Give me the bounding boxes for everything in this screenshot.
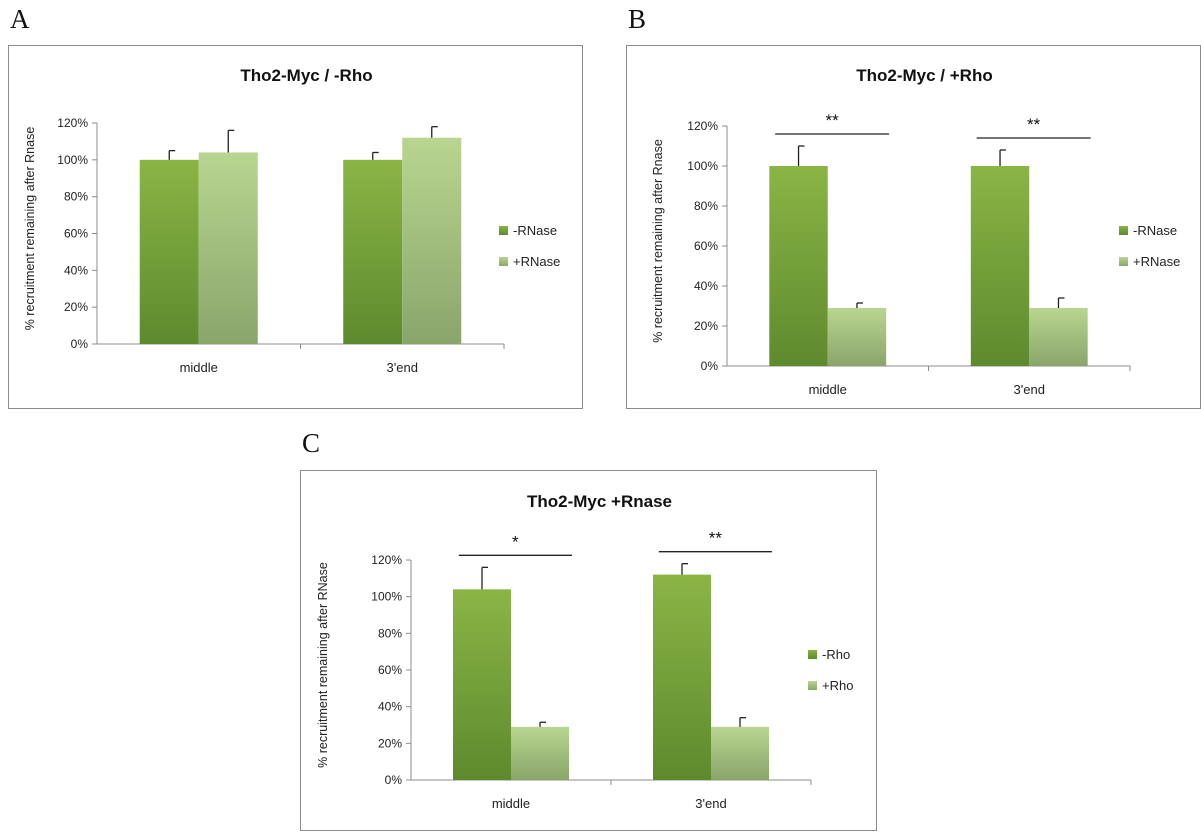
y-axis-label: % recruitment remaining after Rnase: [23, 127, 37, 331]
y-tick-label: 20%: [64, 300, 88, 314]
y-tick-label: 120%: [687, 119, 718, 133]
category-label: 3'end: [1014, 382, 1045, 397]
category-label: 3'end: [387, 360, 418, 375]
y-axis-label: % recruitment remaining after Rnase: [651, 139, 665, 343]
chart-title: Tho2-Myc / +Rho: [856, 66, 992, 85]
bar-series1-middle: [769, 166, 828, 366]
bar-series1-middle: [453, 589, 511, 780]
category-label: middle: [492, 796, 530, 811]
y-tick-label: 0%: [71, 337, 89, 351]
y-tick-label: 60%: [378, 663, 402, 677]
chart-c-svg: Tho2-Myc +Rnase % recruitment remaining a…: [316, 492, 853, 811]
chart-c: Tho2-Myc +Rnase % recruitment remaining a…: [300, 470, 877, 831]
y-tick-label: 80%: [378, 626, 402, 640]
legend-label: -RNase: [513, 223, 557, 238]
chart-b-svg: Tho2-Myc / +Rho % recruitment remaining a…: [651, 66, 1180, 397]
significance-marker: *: [512, 532, 519, 551]
legend-label: -RNase: [1133, 223, 1177, 238]
legend-label: +Rho: [822, 678, 853, 693]
significance-marker: **: [826, 111, 840, 130]
y-tick-label: 120%: [57, 116, 88, 130]
y-tick-label: 60%: [64, 227, 88, 241]
y-tick-label: 100%: [57, 153, 88, 167]
bar-series2-middle: [198, 152, 258, 344]
y-tick-label: 80%: [694, 199, 718, 213]
panel-letter-a: A: [10, 4, 30, 34]
legend-swatch: [808, 681, 817, 690]
y-tick-label: 120%: [371, 553, 402, 567]
bar-series2-3end: [402, 137, 462, 344]
chart-a: Tho2-Myc / -Rho % recruitment remaining a…: [8, 45, 583, 409]
chart-b: Tho2-Myc / +Rho % recruitment remaining a…: [626, 45, 1201, 409]
bar-series2-3end: [1029, 308, 1088, 366]
chart-title: Tho2-Myc +Rnase: [527, 492, 672, 511]
y-tick-label: 0%: [701, 359, 719, 373]
chart-title: Tho2-Myc / -Rho: [240, 66, 372, 85]
legend-label: +RNase: [513, 254, 560, 269]
panel-letter-b: B: [628, 4, 647, 34]
category-label: middle: [180, 360, 218, 375]
y-tick-label: 100%: [687, 159, 718, 173]
bar-series2-middle: [511, 726, 569, 780]
category-label: middle: [809, 382, 847, 397]
legend-swatch: [1119, 226, 1128, 235]
y-tick-label: 20%: [694, 319, 718, 333]
y-tick-label: 80%: [64, 190, 88, 204]
bar-series1-3end: [343, 159, 403, 344]
category-label: 3'end: [695, 796, 726, 811]
y-tick-label: 100%: [371, 590, 402, 604]
bar-series1-3end: [970, 166, 1030, 366]
bar-series2-middle: [827, 308, 887, 366]
bar-series1-3end: [653, 574, 711, 780]
panel-letter-c: C: [302, 428, 321, 458]
significance-marker: **: [1027, 115, 1041, 134]
y-tick-label: 0%: [385, 773, 403, 787]
chart-a-svg: Tho2-Myc / -Rho % recruitment remaining a…: [23, 66, 560, 375]
y-tick-label: 20%: [378, 736, 402, 750]
y-tick-label: 60%: [694, 239, 718, 253]
y-tick-label: 40%: [378, 700, 402, 714]
bar-series2-3end: [711, 726, 769, 780]
y-tick-label: 40%: [64, 263, 88, 277]
legend-label: -Rho: [822, 647, 850, 662]
legend-swatch: [499, 257, 508, 266]
legend-swatch: [499, 226, 508, 235]
legend-swatch: [1119, 257, 1128, 266]
y-axis-label: % recruitment remaining after RNase: [316, 562, 330, 768]
legend-label: +RNase: [1133, 254, 1180, 269]
legend-swatch: [808, 650, 817, 659]
y-tick-label: 40%: [694, 279, 718, 293]
significance-marker: **: [709, 529, 723, 548]
bar-series1-middle: [139, 159, 199, 344]
